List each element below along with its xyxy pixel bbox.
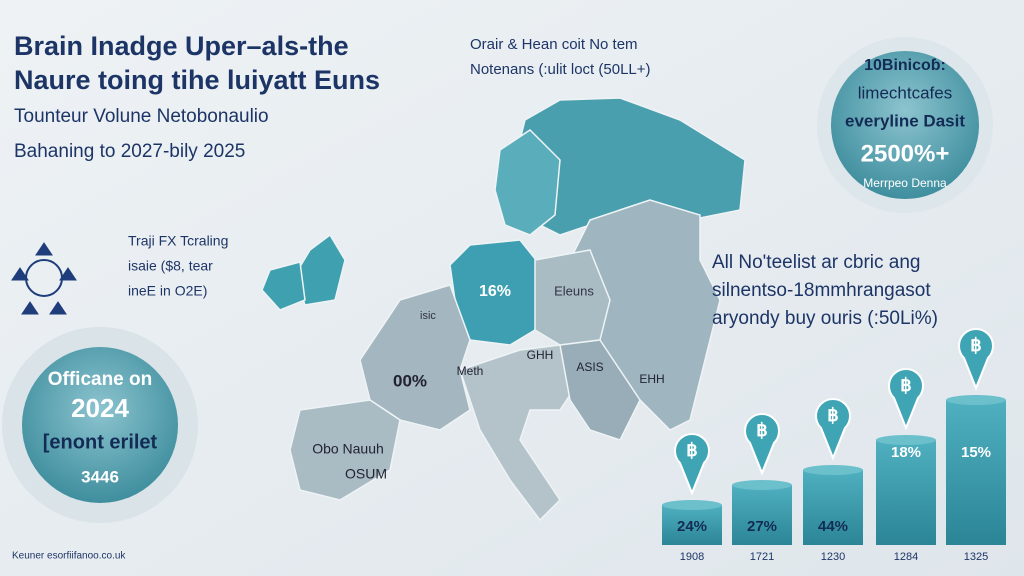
circle-text: limechtcafes — [858, 83, 952, 102]
network-icon — [11, 242, 77, 315]
bar-top — [732, 480, 792, 490]
right-note: All No'teelist ar cbric ang — [712, 252, 921, 273]
bar — [946, 400, 1006, 545]
map-label: 00% — [393, 371, 427, 390]
circle-text: 10Binicoɓ: — [864, 57, 946, 74]
bar — [732, 485, 792, 545]
map-label: ASIS — [576, 360, 603, 374]
pin — [674, 432, 710, 496]
bar-label: 24% — [677, 518, 707, 535]
pin-icon: ฿ — [686, 440, 697, 460]
map-label: Meth — [457, 364, 484, 378]
map-label: Eleuns — [554, 283, 594, 298]
map-label: GHH — [527, 348, 554, 362]
bar-year: 1284 — [894, 551, 918, 563]
footer: Keuner esorfiifanoo.co.uk — [12, 551, 126, 562]
bar-label: 15% — [961, 444, 991, 461]
bar-top — [946, 395, 1006, 405]
bar-year: 1325 — [964, 551, 988, 563]
top-note: Orair & Hean coit No tem — [470, 36, 638, 53]
left-note: ineE in O2E) — [128, 283, 207, 299]
top-note: Notenans (:ulit loct (50LL+) — [470, 61, 651, 78]
circle-text: 2024 — [71, 393, 129, 423]
title: Brain Inadge Uper–als-the — [14, 31, 349, 61]
circle-text: Officane on — [48, 369, 153, 390]
bar-label: 18% — [891, 444, 921, 461]
map-label: isic — [420, 310, 436, 322]
bar — [662, 505, 722, 545]
bar-chart: ฿ 24% 1908 ฿ 27% 1721 ฿ 44% 1230 ฿ 18% 1284 ฿ 15% 1325 — [662, 327, 1006, 563]
pin-icon: ฿ — [827, 405, 838, 425]
bar — [876, 440, 936, 545]
circle-text: everyline Dasit — [845, 111, 965, 130]
pin-icon: ฿ — [970, 335, 981, 355]
pin — [744, 412, 780, 476]
map — [261, 97, 746, 522]
right-note: silnentso-18mmhrangasot — [712, 280, 931, 301]
map-label: EHH — [639, 372, 664, 386]
map-label: 16% — [479, 283, 511, 300]
map-label: Obo Nauuh — [312, 441, 384, 457]
bar-label: 27% — [747, 518, 777, 535]
bar-year: 1230 — [821, 551, 845, 563]
left-note: isaie ($8, tear — [128, 258, 213, 274]
circle-text: [enont erilet — [43, 431, 158, 453]
pin — [815, 397, 851, 461]
pin — [958, 327, 994, 391]
bar-top — [803, 465, 863, 475]
pin-icon: ฿ — [756, 420, 767, 440]
right-note: aryondy buy ouris (:50Li%) — [712, 308, 938, 329]
bar-label: 44% — [818, 518, 848, 535]
pin-icon: ฿ — [900, 375, 911, 395]
bar-top — [876, 435, 936, 445]
map-label: OSUM — [345, 466, 387, 482]
circle-text: Merrpeo Denna — [863, 176, 947, 190]
bar-top — [662, 500, 722, 510]
left-note: Traji FX Tcraling — [128, 233, 228, 249]
circle-left — [2, 327, 198, 523]
title: Naure toing tihe luiyatt Euns — [14, 65, 380, 95]
circle-top-right — [817, 37, 993, 213]
bar-year: 1721 — [750, 551, 774, 563]
circle-text: 3446 — [81, 467, 119, 486]
subtitle: Tounteur Volune Netobonaulio — [14, 106, 269, 127]
pin — [888, 367, 924, 431]
bar — [803, 470, 863, 545]
circle-text: 2500%+ — [861, 140, 950, 167]
date-line: Bahaning to 2027-bily 2025 — [14, 141, 245, 162]
bar-year: 1908 — [680, 551, 704, 563]
